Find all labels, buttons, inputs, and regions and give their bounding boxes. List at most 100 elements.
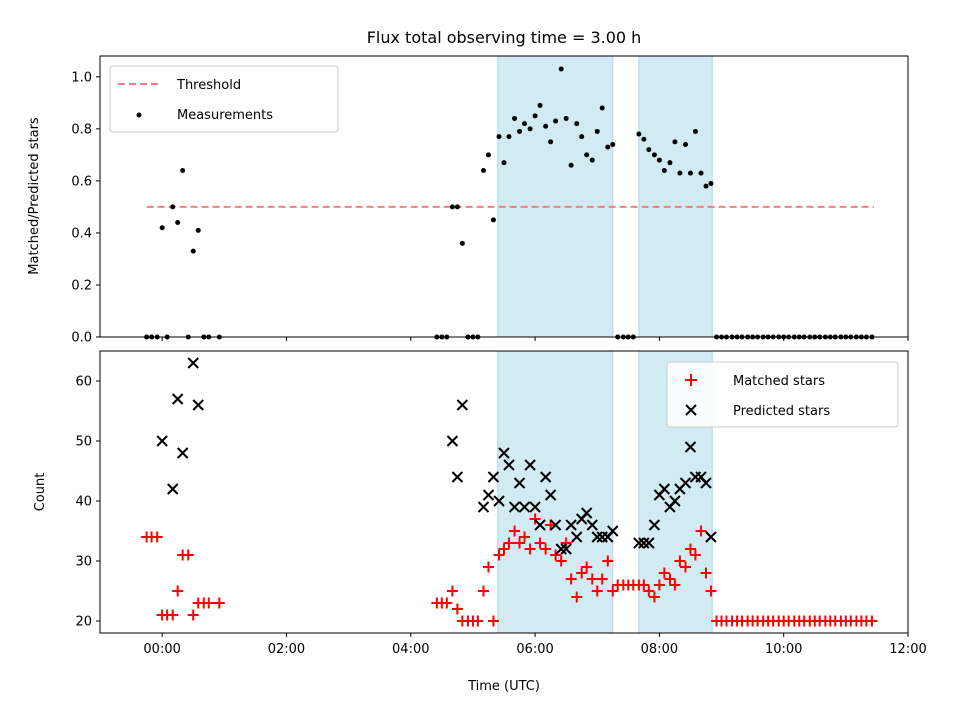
matched-star-point — [498, 543, 510, 555]
predicted-star-point — [156, 435, 168, 447]
top-legend: Threshold Measurements — [109, 65, 339, 133]
measurement-point — [496, 134, 502, 140]
y-tick-label: 0.0 — [71, 331, 92, 346]
predicted-star-point — [669, 495, 681, 507]
y-tick-label: 0.6 — [71, 174, 92, 189]
measurement-point — [661, 167, 667, 173]
matched-star-point — [472, 615, 484, 627]
matched-star-point — [503, 537, 515, 549]
predicted-star-point — [571, 531, 583, 543]
measurement-point — [579, 134, 585, 140]
matched-star-point — [669, 579, 681, 591]
matched-star-point — [446, 585, 458, 597]
matched-star-point — [576, 567, 588, 579]
matched-star-point — [674, 555, 686, 567]
measurement-point — [506, 134, 512, 140]
top-legend-box — [109, 65, 339, 133]
matched-star-point — [151, 531, 163, 543]
bottom-y-axis-label: Count — [33, 473, 48, 512]
chart-title: Flux total observing time = 3.00 h — [367, 28, 642, 47]
predicted-star-point — [565, 519, 577, 531]
measurement-point — [480, 167, 486, 173]
predicted-star-point — [167, 483, 179, 495]
matched-star-point — [679, 561, 691, 573]
measurement-point — [553, 118, 559, 124]
matched-star-point — [182, 549, 194, 561]
predicted-star-point — [586, 519, 598, 531]
measurement-point — [190, 248, 196, 254]
y-tick-label: 1.0 — [71, 70, 92, 85]
legend-predicted-marker — [685, 404, 697, 416]
legend-measurements-label: Measurements — [177, 108, 273, 123]
measurement-point — [454, 204, 460, 210]
predicted-star-point — [456, 399, 469, 411]
predicted-star-point — [493, 495, 505, 507]
matched-star-point — [586, 573, 598, 585]
predicted-star-point — [513, 477, 526, 489]
y-tick-label: 40 — [75, 495, 92, 510]
measurement-point — [672, 139, 678, 145]
bottom-panel: 20 30 40 50 60 00:00 02:00 04:00 06:00 08:00 10:0… — [33, 350, 927, 694]
x-tick-label: 08:00 — [641, 642, 678, 657]
matched-star-point — [441, 597, 453, 609]
predicted-star-point — [607, 525, 619, 537]
matched-star-point — [187, 609, 199, 621]
matched-star-point — [607, 585, 619, 597]
predicted-star-point — [446, 435, 459, 447]
predicted-star-point — [171, 393, 184, 405]
x-tick-label: 02:00 — [268, 642, 305, 657]
observing-span-0 — [497, 350, 614, 634]
matched-star-point — [591, 585, 603, 597]
measurement-point — [708, 180, 714, 186]
predicted-star-point — [176, 447, 189, 459]
x-tick-label: 04:00 — [392, 642, 429, 657]
measurement-point — [490, 217, 496, 223]
measurement-point — [537, 102, 543, 108]
predicted-star-point — [539, 471, 552, 483]
measurement-point — [180, 167, 186, 173]
measurement-point — [485, 152, 491, 158]
predicted-star-point — [684, 441, 697, 453]
measurement-point — [656, 157, 662, 163]
x-tick-label: 10:00 — [765, 642, 802, 657]
predicted-star-point — [529, 501, 541, 513]
bottom-legend: Matched stars Predicted stars — [666, 361, 899, 428]
matched-star-point — [658, 567, 670, 579]
measurement-point — [703, 183, 709, 189]
measurement-point — [636, 131, 642, 137]
matched-star-point — [203, 597, 215, 609]
measurement-point — [594, 128, 600, 134]
predicted-star-point — [580, 507, 593, 519]
matched-star-point — [555, 555, 567, 567]
legend-measurements-marker — [136, 112, 142, 118]
matched-star-point — [596, 573, 608, 585]
matched-star-point — [534, 537, 546, 549]
measurement-point — [584, 152, 590, 158]
matched-star-point — [695, 525, 707, 537]
y-tick-label: 50 — [75, 435, 92, 450]
matched-star-point — [550, 549, 562, 561]
measurement-point — [532, 113, 538, 119]
predicted-star-point — [700, 477, 712, 489]
measurement-point — [568, 162, 574, 168]
matched-star-point — [571, 591, 583, 603]
legend-matched-label: Matched stars — [733, 374, 825, 389]
measurement-point — [574, 121, 580, 127]
matched-star-point — [638, 579, 650, 591]
measurement-point — [610, 141, 616, 147]
predicted-star-point — [560, 543, 572, 555]
measurement-point — [517, 128, 523, 134]
measurement-point — [195, 227, 201, 233]
x-tick-label: 00:00 — [143, 642, 180, 657]
predicted-star-point — [534, 519, 546, 531]
predicted-star-point — [187, 357, 199, 369]
measurement-point — [512, 115, 518, 121]
measurement-point — [605, 144, 611, 150]
matched-star-point — [653, 579, 665, 591]
matched-star-point — [493, 549, 505, 561]
measurement-point — [459, 240, 465, 246]
legend-threshold-label: Threshold — [176, 78, 241, 93]
matched-star-point — [581, 561, 593, 573]
matched-star-point — [700, 567, 712, 579]
